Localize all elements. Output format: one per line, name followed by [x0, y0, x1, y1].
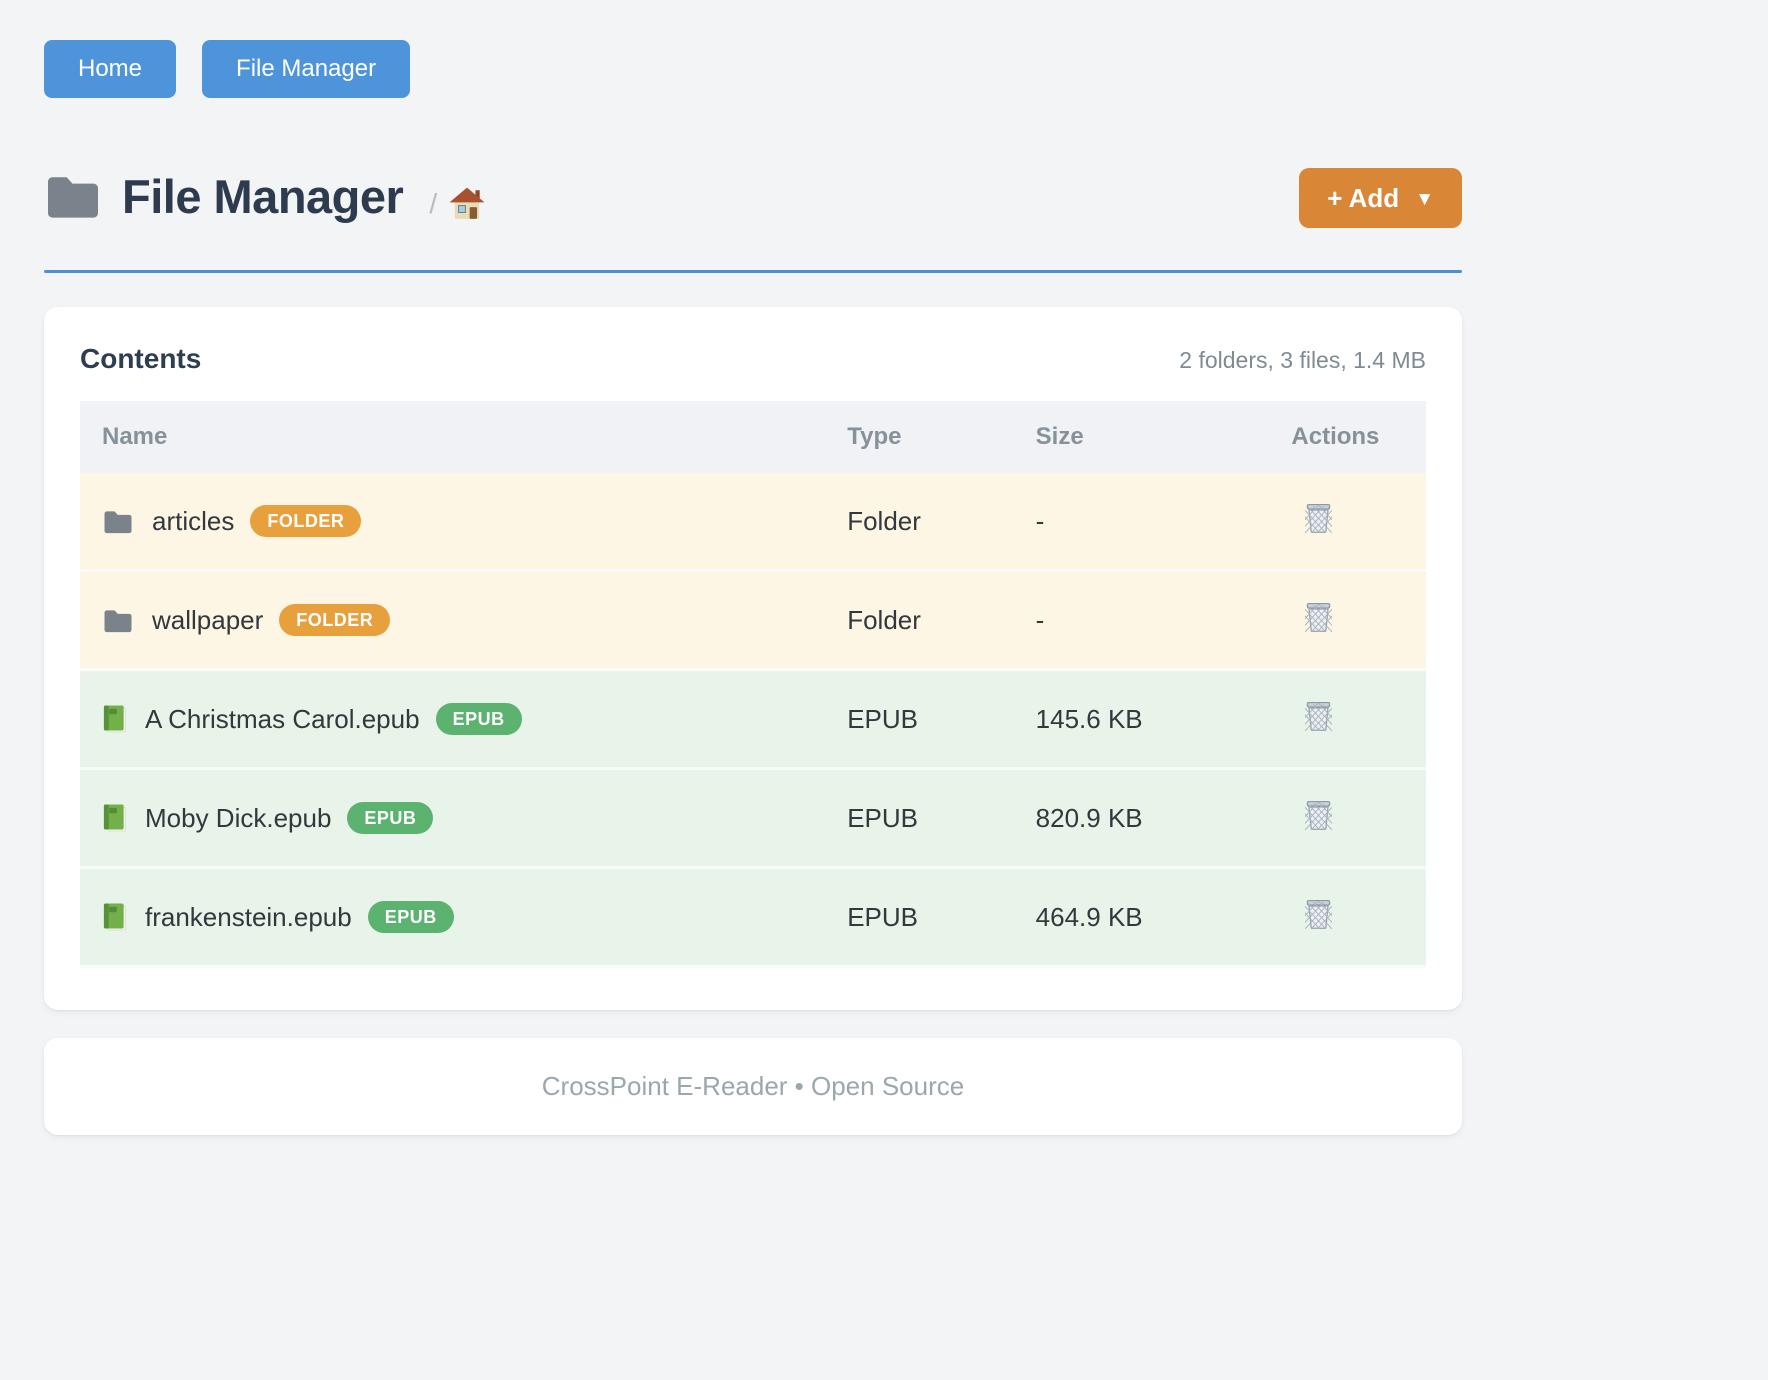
page-header: File Manager / + Add ▼: [44, 164, 1462, 228]
file-size: 820.9 KB: [1035, 770, 1292, 869]
epub-badge: EPUB: [367, 901, 454, 933]
file-name[interactable]: frankenstein.epub: [145, 901, 352, 932]
book-icon: [102, 704, 127, 734]
title-divider: [44, 270, 1462, 273]
table-row[interactable]: Moby Dick.epub EPUB EPUB 820.9 KB: [80, 770, 1426, 869]
file-name[interactable]: articles: [152, 505, 235, 536]
file-type: EPUB: [847, 869, 1036, 968]
delete-button[interactable]: [1305, 601, 1332, 632]
trash-icon: [1305, 898, 1332, 929]
page: Home File Manager File Manager / + Add ▼…: [44, 0, 1462, 1135]
add-button[interactable]: + Add ▼: [1299, 168, 1462, 228]
table-header-row: Name Type Size Actions: [80, 401, 1426, 473]
delete-button[interactable]: [1305, 502, 1332, 533]
file-name[interactable]: Moby Dick.epub: [145, 802, 332, 833]
breadcrumb-home-link[interactable]: [449, 187, 485, 226]
contents-heading: Contents: [80, 343, 202, 374]
file-size: 145.6 KB: [1035, 671, 1292, 770]
contents-card-header: Contents 2 folders, 3 files, 1.4 MB: [80, 337, 1426, 375]
contents-card: Contents 2 folders, 3 files, 1.4 MB Name…: [44, 307, 1462, 1010]
trash-icon: [1305, 601, 1332, 632]
footer: CrossPoint E-Reader • Open Source: [44, 1038, 1462, 1135]
delete-button[interactable]: [1305, 799, 1332, 830]
table-row[interactable]: frankenstein.epub EPUB EPUB 464.9 KB: [80, 869, 1426, 968]
file-size: -: [1035, 572, 1292, 671]
title-group: File Manager /: [44, 169, 485, 224]
footer-text: CrossPoint E-Reader • Open Source: [541, 1071, 965, 1101]
table-row[interactable]: wallpaper FOLDER Folder -: [80, 572, 1426, 671]
folder-icon: [102, 508, 134, 535]
epub-badge: EPUB: [347, 802, 434, 834]
folder-badge: FOLDER: [279, 604, 391, 636]
file-name[interactable]: A Christmas Carol.epub: [145, 703, 420, 734]
house-icon: [449, 187, 485, 221]
top-navigation: Home File Manager: [44, 40, 1462, 98]
nav-file-manager-button[interactable]: File Manager: [202, 40, 411, 98]
file-type: EPUB: [847, 671, 1036, 770]
file-type: EPUB: [847, 770, 1036, 869]
folder-badge: FOLDER: [250, 505, 362, 537]
nav-home-button[interactable]: Home: [44, 40, 177, 98]
caret-down-icon: ▼: [1415, 188, 1434, 210]
column-header-type: Type: [847, 401, 1036, 473]
page-title: File Manager: [122, 169, 404, 223]
file-type: Folder: [847, 473, 1036, 572]
delete-button[interactable]: [1305, 898, 1332, 929]
file-table: Name Type Size Actions articles FOLDER: [80, 401, 1426, 968]
contents-summary: 2 folders, 3 files, 1.4 MB: [1179, 347, 1426, 373]
book-icon: [102, 803, 127, 833]
folder-icon: [102, 607, 134, 634]
book-icon: [102, 902, 127, 932]
file-size: -: [1035, 473, 1292, 572]
folder-icon: [44, 171, 102, 221]
trash-icon: [1305, 502, 1332, 533]
trash-icon: [1305, 700, 1332, 731]
delete-button[interactable]: [1305, 700, 1332, 731]
table-row[interactable]: A Christmas Carol.epub EPUB EPUB 145.6 K…: [80, 671, 1426, 770]
column-header-actions: Actions: [1291, 401, 1426, 473]
column-header-name: Name: [80, 401, 848, 473]
add-button-label: + Add: [1327, 183, 1400, 213]
breadcrumb-separator: /: [429, 188, 438, 219]
file-type: Folder: [847, 572, 1036, 671]
trash-icon: [1305, 799, 1332, 830]
column-header-size: Size: [1035, 401, 1292, 473]
file-name[interactable]: wallpaper: [152, 604, 264, 635]
table-row[interactable]: articles FOLDER Folder -: [80, 473, 1426, 572]
epub-badge: EPUB: [435, 703, 522, 735]
file-size: 464.9 KB: [1035, 869, 1292, 968]
